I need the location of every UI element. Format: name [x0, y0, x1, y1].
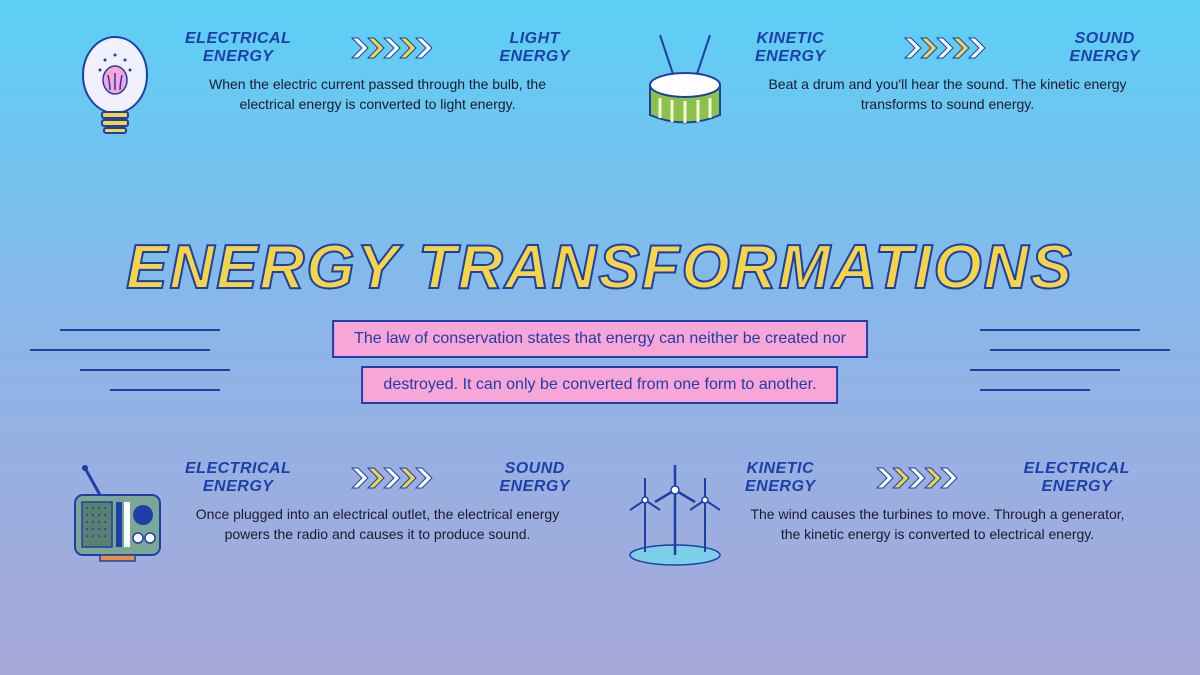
description: Beat a drum and you'll hear the sound. T…: [755, 75, 1140, 114]
to-label: SOUNDENERGY: [499, 460, 570, 495]
from-label: KINETICENERGY: [745, 460, 816, 495]
radio-icon: [60, 460, 170, 570]
speed-lines-right: [970, 320, 1180, 410]
chevrons-icon: [875, 466, 965, 490]
chevrons-icon: [350, 36, 440, 60]
from-label: KINETICENERGY: [755, 30, 826, 65]
to-label: LIGHTENERGY: [499, 30, 570, 65]
drum-icon: [630, 30, 740, 140]
to-label: SOUNDENERGY: [1069, 30, 1140, 65]
subtitle: The law of conservation states that ener…: [332, 320, 868, 412]
from-label: ELECTRICALENERGY: [185, 460, 291, 495]
card-electrical-light: ELECTRICALENERGY LIGHTENERGY When the el…: [60, 30, 570, 140]
turbine-icon: [620, 460, 730, 570]
lightbulb-icon: [60, 30, 170, 140]
subtitle-line1: The law of conservation states that ener…: [332, 320, 868, 358]
description: Once plugged into an electrical outlet, …: [185, 505, 570, 544]
main-title: ENERGY TRANSFORMATIONS: [126, 232, 1074, 303]
description: When the electric current passed through…: [185, 75, 570, 114]
chevrons-icon: [903, 36, 993, 60]
card-kinetic-electrical: KINETICENERGY ELECTRICALENERGY The wind …: [620, 460, 1130, 570]
from-label: ELECTRICALENERGY: [185, 30, 291, 65]
chevrons-icon: [350, 466, 440, 490]
card-electrical-sound: ELECTRICALENERGY SOUNDENERGY Once plugge…: [60, 460, 570, 570]
card-kinetic-sound: KINETICENERGY SOUNDENERGY Beat a drum an…: [630, 30, 1140, 140]
subtitle-line2: destroyed. It can only be converted from…: [361, 366, 838, 404]
to-label: ELECTRICALENERGY: [1024, 460, 1130, 495]
description: The wind causes the turbines to move. Th…: [745, 505, 1130, 544]
speed-lines-left: [20, 320, 230, 410]
